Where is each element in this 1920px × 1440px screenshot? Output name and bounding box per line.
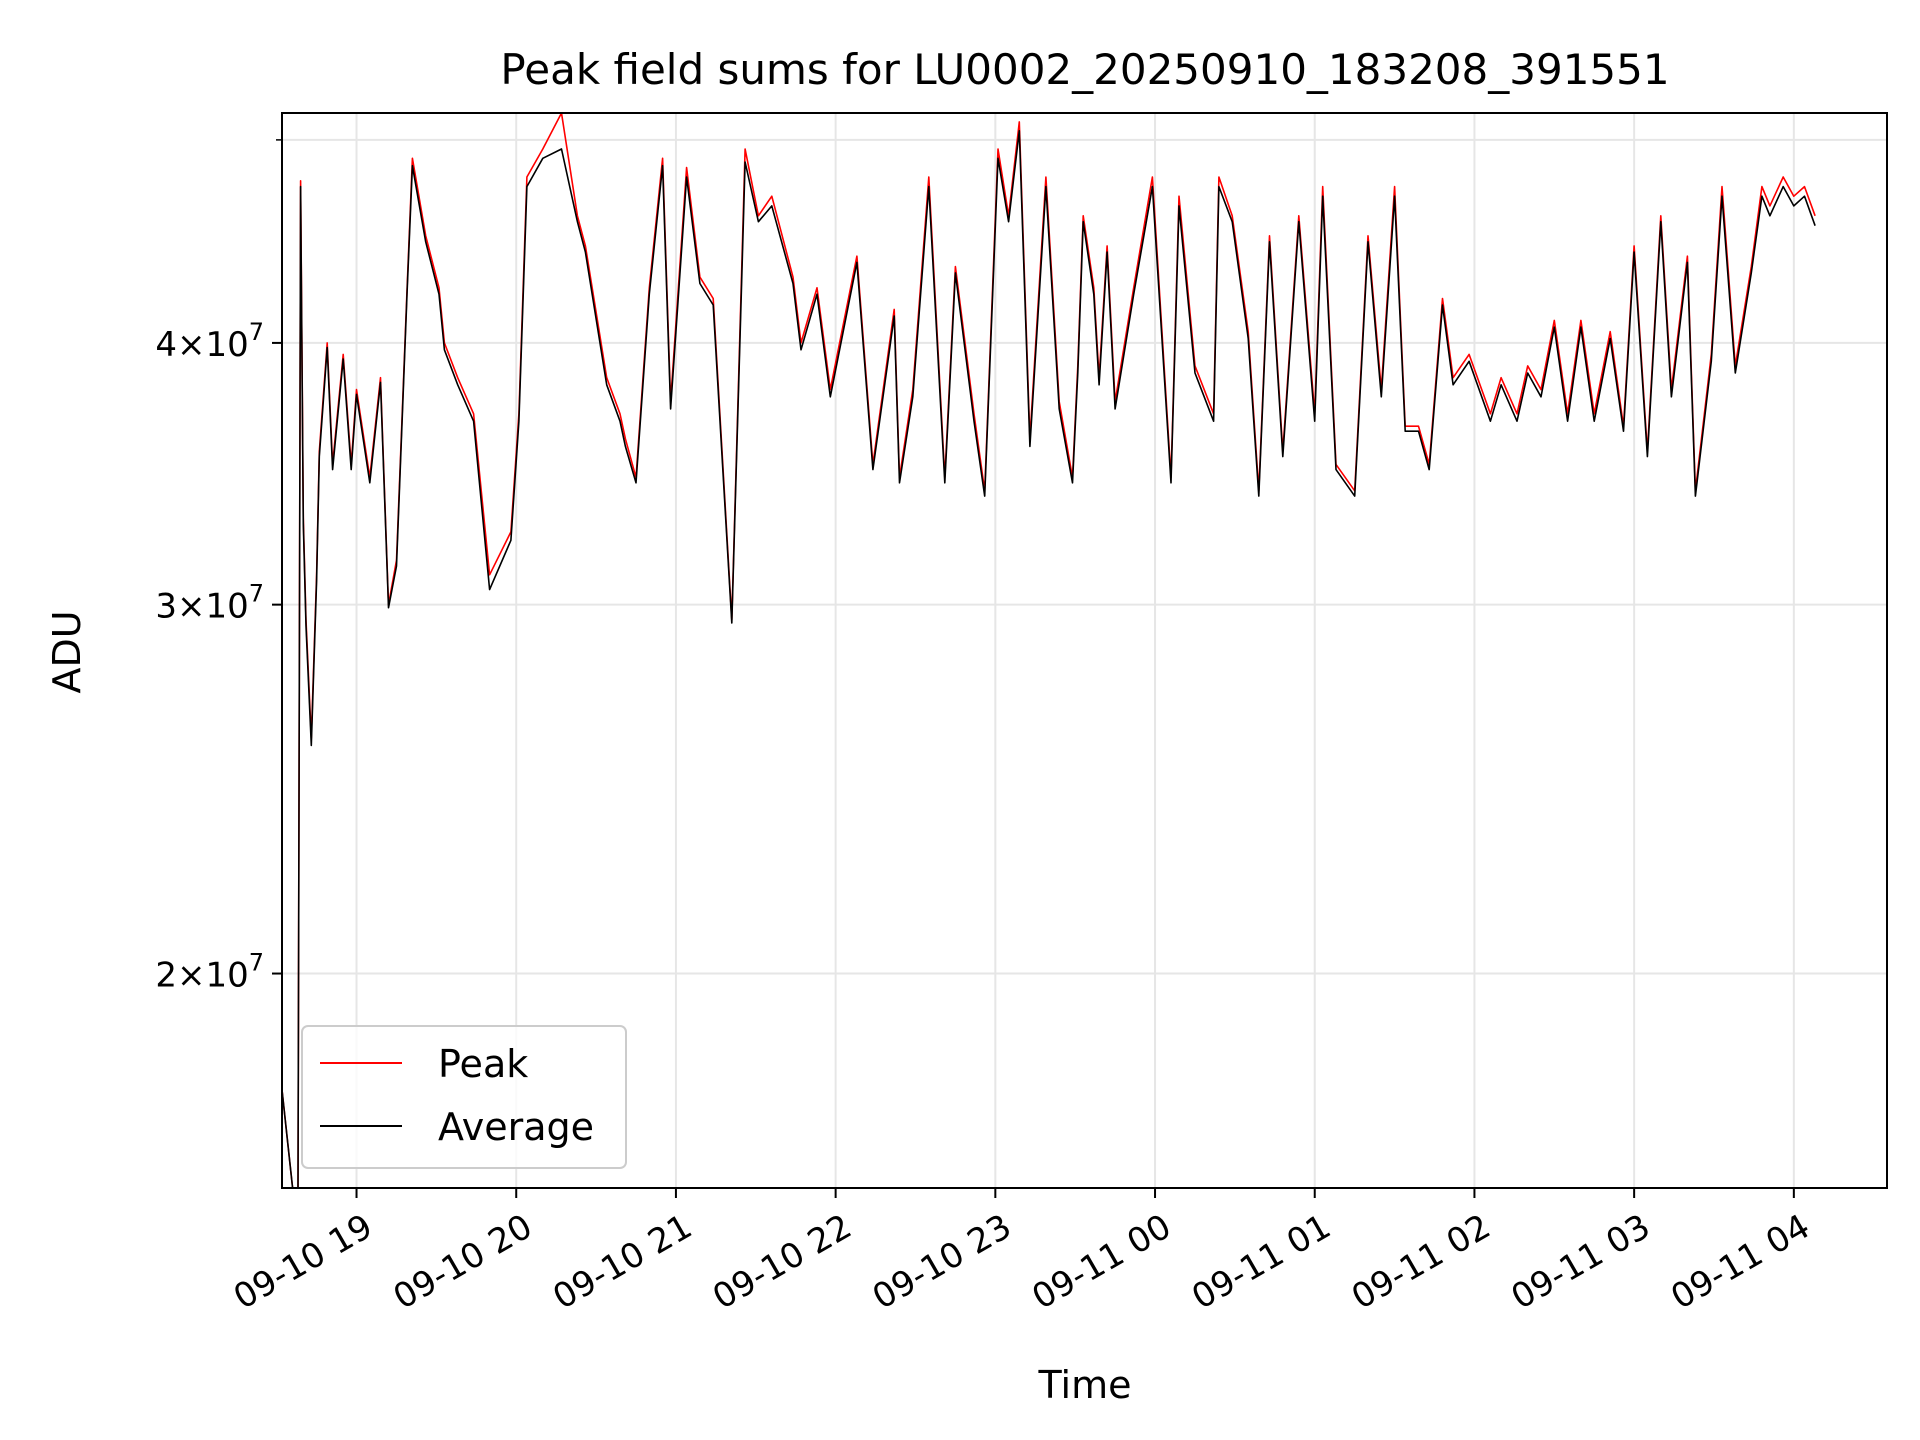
x-tick-label: 09-10 22 bbox=[706, 1207, 858, 1318]
y-axis-label: ADU bbox=[45, 610, 89, 693]
series-line-peak bbox=[282, 113, 1816, 1188]
x-tick-label: 09-11 02 bbox=[1345, 1207, 1497, 1318]
x-tick-label: 09-10 20 bbox=[387, 1207, 539, 1318]
x-tick-label: 09-10 21 bbox=[546, 1207, 698, 1318]
y-tick-label: 4×107 bbox=[155, 318, 264, 365]
series-line-average bbox=[282, 130, 1816, 1188]
legend-label-peak: Peak bbox=[438, 1042, 528, 1086]
x-tick-label: 09-10 23 bbox=[866, 1207, 1018, 1318]
plot-area-frame bbox=[281, 112, 1888, 1189]
x-tick-label: 09-11 00 bbox=[1026, 1207, 1178, 1318]
gridlines bbox=[282, 113, 1887, 1188]
legend-label-average: Average bbox=[438, 1105, 594, 1149]
chart-title: Peak field sums for LU0002_20250910_1832… bbox=[500, 45, 1669, 94]
legend-frame bbox=[301, 1025, 627, 1169]
x-tick-label: 09-11 04 bbox=[1664, 1207, 1816, 1318]
x-tick-label: 09-11 03 bbox=[1505, 1207, 1657, 1318]
x-axis-ticks: 09-10 19 09-10 20 09-10 21 09-10 22 09-10 23… bbox=[227, 1188, 1817, 1318]
series-layer bbox=[282, 113, 1816, 1188]
x-tick-label: 09-11 01 bbox=[1185, 1207, 1337, 1318]
y-tick-label: 2×107 bbox=[155, 949, 264, 996]
y-axis-ticks: 2×107 3×107 4×107 bbox=[155, 139, 282, 996]
x-axis-label: Time bbox=[1038, 1363, 1132, 1407]
legend: Peak Average bbox=[301, 1025, 627, 1169]
x-tick-label: 09-10 19 bbox=[227, 1207, 379, 1318]
y-tick-label: 3×107 bbox=[155, 580, 264, 627]
